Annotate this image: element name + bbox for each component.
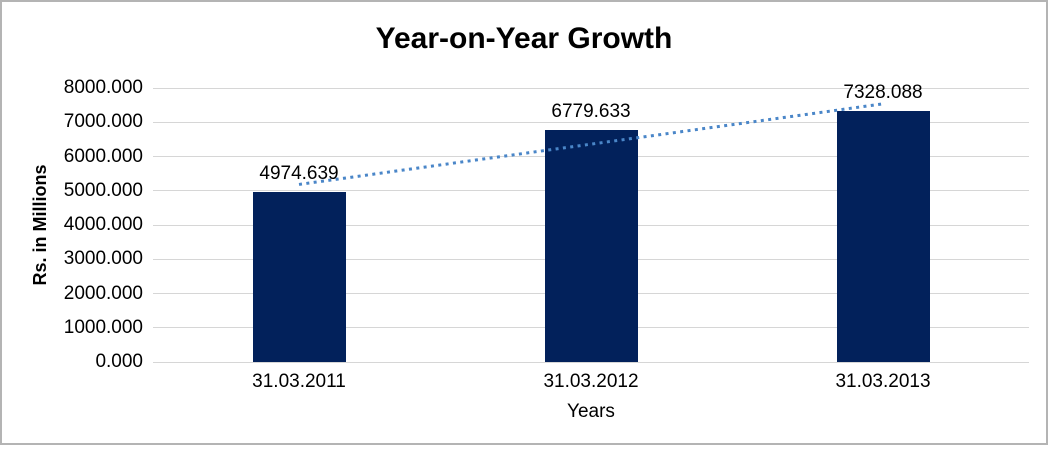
chart-title: Year-on-Year Growth xyxy=(375,22,673,55)
trendline xyxy=(298,102,884,186)
gridline xyxy=(153,87,1029,89)
y-tick-label: 1000.000 xyxy=(63,316,143,338)
y-tick-label: 5000.000 xyxy=(63,179,143,201)
y-tick-label: 2000.000 xyxy=(63,282,143,304)
gridline xyxy=(153,361,1029,363)
y-tick-label: 7000.000 xyxy=(63,111,143,133)
y-tick-label: 8000.000 xyxy=(63,77,143,98)
x-tick-label: 31.03.2011 xyxy=(252,371,346,392)
y-tick-label: 6000.000 xyxy=(63,145,143,167)
data-label: 4974.639 xyxy=(259,162,339,184)
trendline-segment xyxy=(298,102,884,186)
bar xyxy=(836,111,930,362)
x-axis-title: Years xyxy=(567,401,615,422)
data-label: 6779.633 xyxy=(551,100,631,122)
y-tick-label: 3000.000 xyxy=(63,248,143,270)
x-tick-label: 31.03.2013 xyxy=(835,371,931,392)
y-tick-label: 0.000 xyxy=(95,351,143,372)
data-label: 7328.088 xyxy=(843,82,923,103)
plot-area xyxy=(153,87,1029,363)
bar xyxy=(544,129,638,362)
y-tick-label: 4000.000 xyxy=(63,214,143,235)
x-tick-label: 31.03.2012 xyxy=(543,371,639,392)
bar xyxy=(252,191,346,362)
gridline xyxy=(153,121,1029,123)
